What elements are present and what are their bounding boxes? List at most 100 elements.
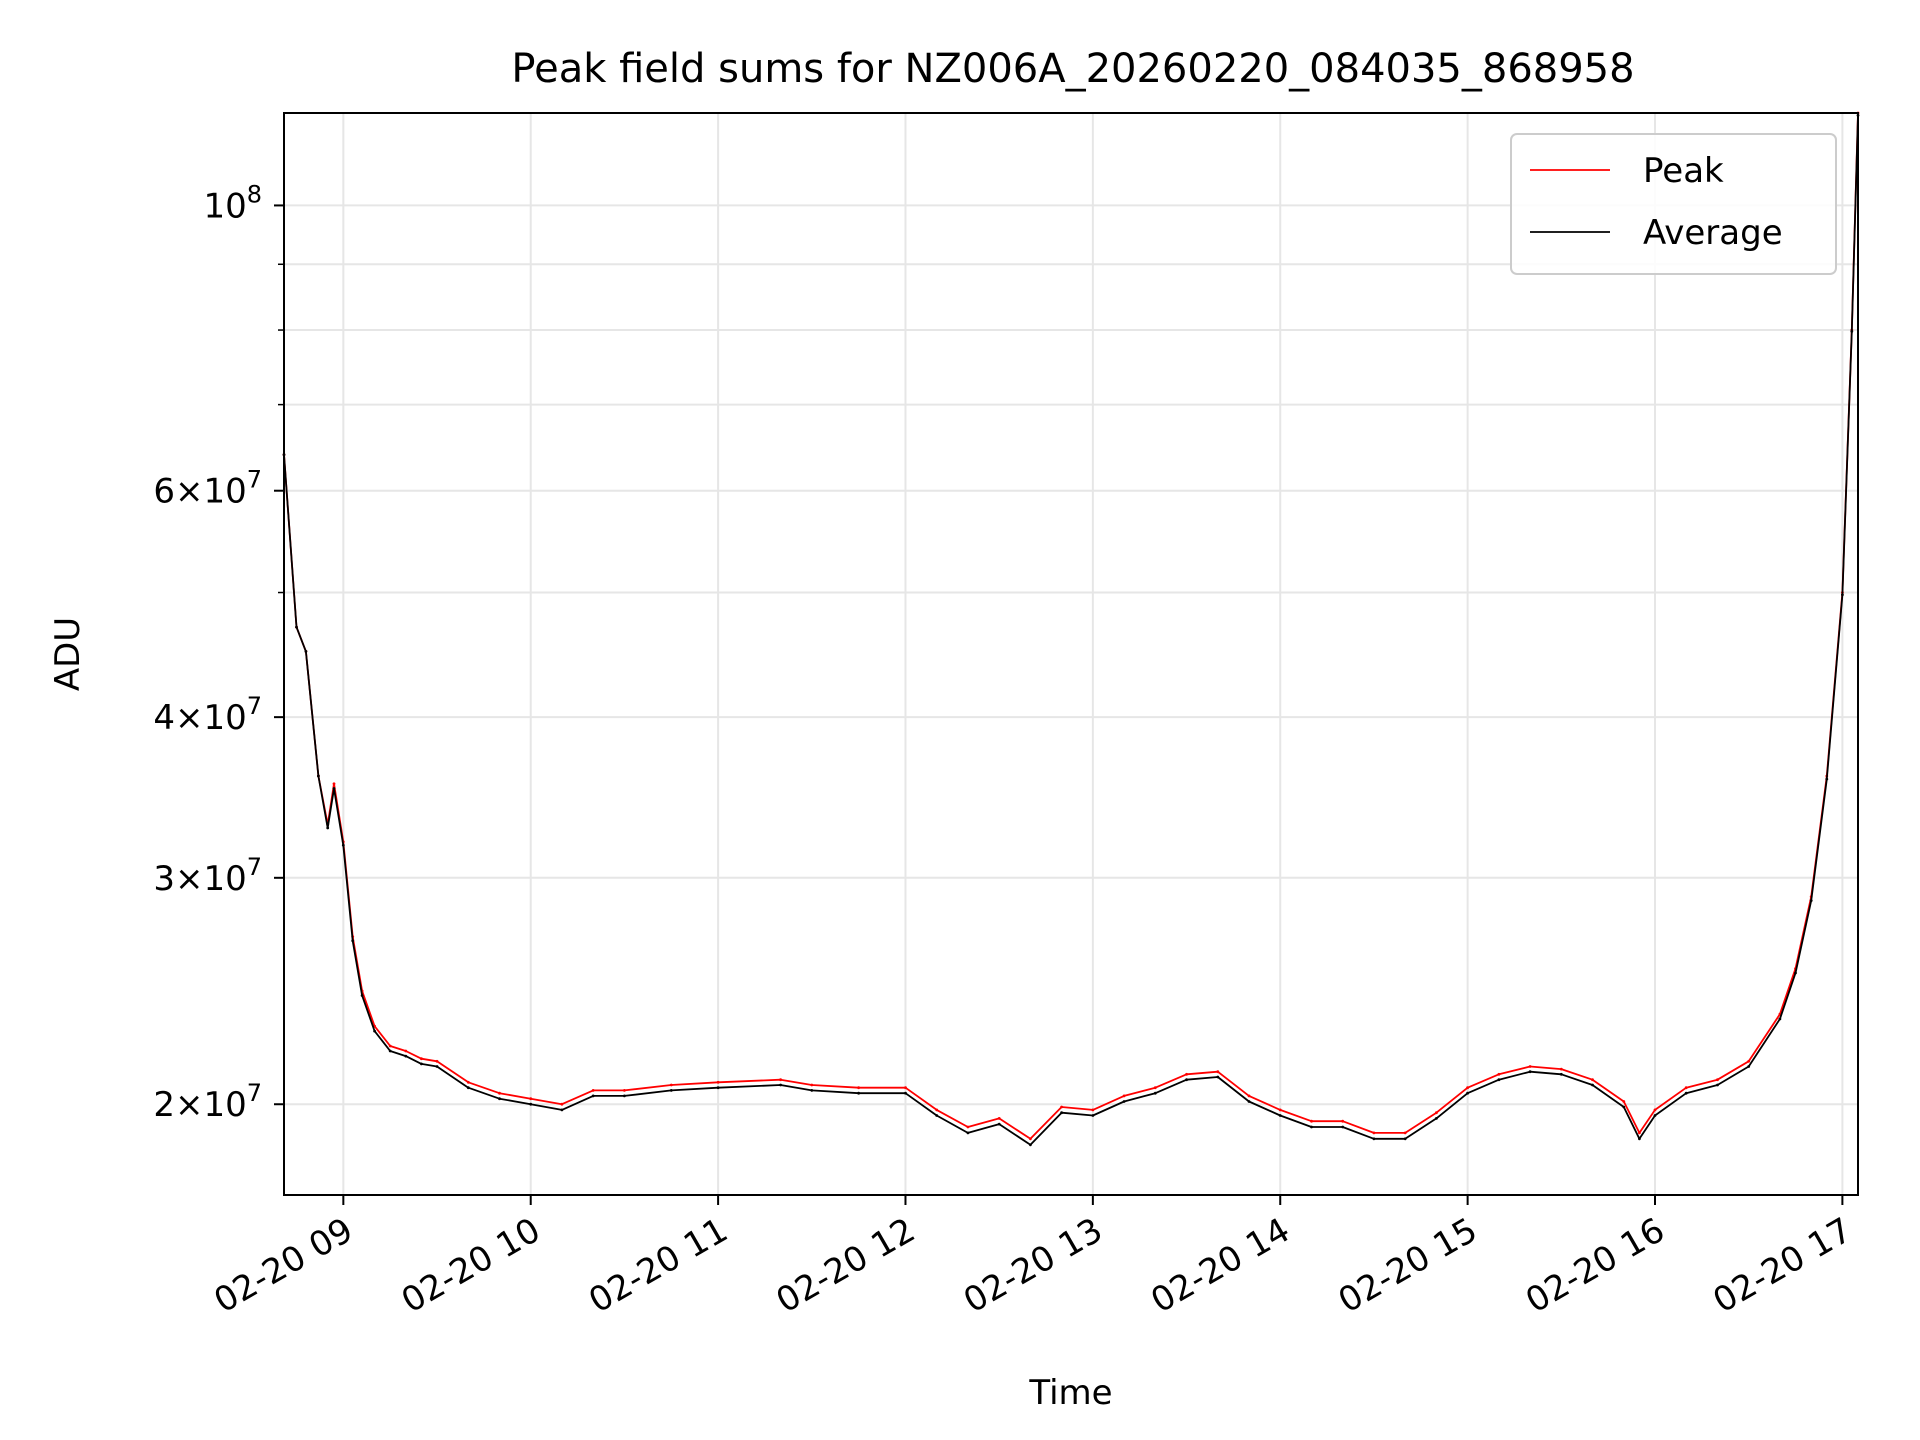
data-point-average (466, 1086, 470, 1090)
data-point-peak (1216, 1070, 1220, 1074)
data-point-average (326, 826, 330, 830)
data-point-peak (669, 1083, 673, 1087)
data-point-average (1310, 1125, 1313, 1129)
data-point-average (1747, 1065, 1751, 1068)
data-point-average (1638, 1137, 1641, 1141)
data-point-average (1716, 1083, 1719, 1087)
data-point-average (435, 1065, 439, 1068)
y-tick-label-exponent: 7 (247, 853, 262, 881)
y-tick-label: 6×107 (153, 466, 262, 512)
data-point-average (1029, 1143, 1032, 1147)
y-tick-label-base: 10 (203, 186, 246, 226)
data-point-peak (1341, 1119, 1345, 1123)
data-point-average (1247, 1100, 1251, 1103)
data-point-average (1850, 330, 1854, 333)
plot-frame (283, 112, 1859, 1196)
data-point-average (560, 1108, 564, 1112)
data-point-peak (779, 1078, 782, 1082)
data-point-average (591, 1094, 595, 1098)
data-point-average (669, 1089, 673, 1092)
data-point-average (810, 1089, 814, 1092)
legend-box (1510, 133, 1837, 275)
x-axis-label: Time (1028, 1373, 1112, 1413)
y-tick-label: 108 (203, 180, 262, 226)
data-point-average (716, 1086, 720, 1090)
data-point-peak (716, 1080, 720, 1084)
data-point-peak (529, 1097, 533, 1101)
y-tick-label-base: 4×10 (153, 698, 246, 738)
data-point-peak (1372, 1131, 1376, 1135)
data-point-peak (1029, 1137, 1032, 1141)
data-point-average (1778, 1017, 1782, 1021)
data-point-average (404, 1054, 408, 1058)
data-point-peak (1185, 1072, 1188, 1076)
data-point-average (623, 1094, 626, 1098)
data-point-average (1466, 1091, 1469, 1095)
data-point-peak (1060, 1105, 1063, 1109)
data-point-peak (1153, 1086, 1157, 1090)
data-point-average (1372, 1137, 1376, 1141)
data-point-average (317, 774, 320, 778)
data-point-peak (1622, 1100, 1626, 1103)
data-point-average (1278, 1114, 1282, 1117)
data-point-peak (332, 782, 336, 786)
data-point-average (388, 1049, 392, 1053)
legend-label-peak: Peak (1643, 151, 1724, 191)
data-point-peak (1497, 1072, 1501, 1076)
data-point-peak (1716, 1078, 1719, 1082)
data-point-average (1060, 1111, 1063, 1115)
data-point-peak (1278, 1108, 1282, 1112)
data-point-average (1591, 1083, 1594, 1087)
data-point-peak (1091, 1108, 1095, 1112)
y-tick-label-base: 2×10 (153, 1085, 246, 1125)
y-tick-label-base: 6×10 (153, 472, 246, 512)
data-point-average (966, 1131, 970, 1135)
data-point-peak (466, 1080, 470, 1084)
data-point-average (1794, 971, 1797, 975)
data-point-peak (966, 1125, 970, 1129)
y-tick-label-exponent: 7 (247, 692, 262, 720)
data-point-peak (404, 1049, 408, 1053)
data-point-peak (420, 1057, 423, 1061)
data-point-peak (623, 1089, 626, 1092)
data-point-peak (435, 1059, 439, 1063)
y-tick-label-exponent: 7 (247, 1079, 262, 1107)
data-point-peak (560, 1102, 564, 1106)
y-axis-label: ADU (48, 617, 88, 691)
data-point-average (1559, 1072, 1563, 1076)
data-point-peak (1591, 1078, 1594, 1082)
y-tick-label-exponent: 7 (247, 466, 262, 494)
y-tick-label-exponent: 8 (247, 180, 262, 208)
data-point-average (295, 625, 298, 629)
data-point-average (1403, 1137, 1407, 1141)
y-tick-label: 4×107 (153, 692, 262, 738)
grid (284, 113, 1858, 1195)
data-point-average (529, 1102, 533, 1106)
y-tick-label-base: 3×10 (153, 859, 246, 899)
data-point-peak (1528, 1065, 1532, 1068)
data-point-peak (997, 1117, 1001, 1120)
data-point-peak (1435, 1111, 1438, 1115)
legend-label-average: Average (1643, 213, 1783, 253)
data-point-peak (1310, 1119, 1313, 1123)
data-point-average (360, 994, 364, 997)
data-point-average (935, 1114, 939, 1117)
data-point-peak (1122, 1094, 1126, 1098)
data-point-peak (904, 1086, 907, 1090)
data-point-peak (498, 1091, 501, 1095)
y-tick-label: 3×107 (153, 853, 262, 899)
data-point-average (1684, 1091, 1688, 1095)
data-point-average (1153, 1091, 1157, 1095)
data-point-average (1825, 777, 1829, 781)
data-point-average (1841, 593, 1844, 597)
data-point-average (341, 843, 345, 847)
data-point-average (1809, 899, 1813, 902)
data-point-peak (591, 1089, 595, 1092)
data-point-peak (388, 1044, 392, 1048)
data-point-average (351, 939, 355, 943)
data-point-peak (1403, 1131, 1407, 1135)
data-point-peak (1653, 1108, 1657, 1112)
data-point-average (498, 1097, 501, 1101)
